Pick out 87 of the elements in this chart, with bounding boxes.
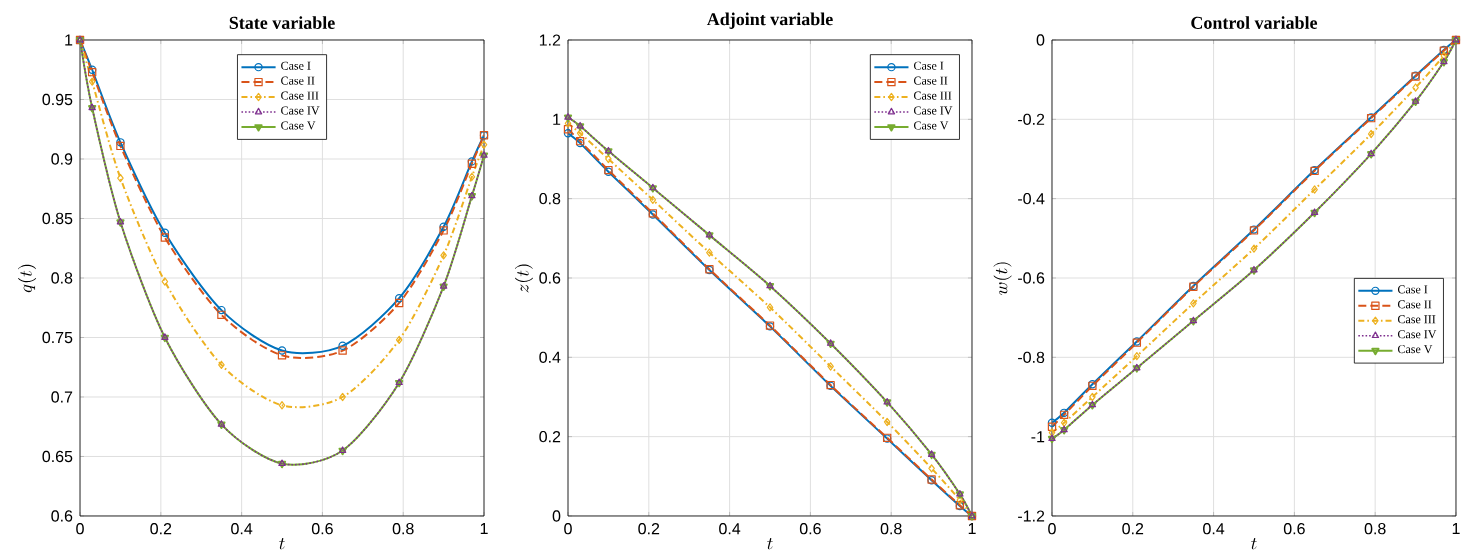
point	[394, 294, 404, 303]
point	[576, 129, 584, 138]
point	[649, 195, 657, 205]
x-tick-label: 0.6	[1283, 523, 1305, 535]
y-tick-label: 0.7	[51, 391, 73, 403]
point	[1133, 351, 1141, 361]
x-tick-label: 0	[564, 523, 572, 535]
point	[883, 417, 891, 427]
point	[605, 154, 612, 164]
y-tick-label: -0.4	[1018, 192, 1045, 205]
y-tick-label: 0.2	[539, 430, 561, 443]
x-tick-label: 1	[480, 523, 488, 535]
point	[394, 298, 404, 308]
point	[1311, 185, 1318, 194]
point	[1089, 392, 1096, 402]
x-axis-title: $t$	[767, 537, 773, 550]
y-tick-label: 1.2	[539, 34, 561, 46]
x-tick-label: 0.6	[799, 523, 821, 535]
point	[339, 392, 346, 402]
point	[1412, 83, 1419, 92]
y-tick-label: -1.2	[1018, 510, 1045, 522]
y-axis-title: $q(t)$	[18, 264, 37, 293]
y-tick-label: -1	[1031, 431, 1045, 443]
x-tick-label: 0	[76, 523, 84, 535]
point	[1367, 129, 1375, 139]
chart-title: Control variable	[1191, 16, 1318, 29]
x-tick-label: 1	[968, 523, 976, 535]
x-tick-label: 0.8	[1364, 523, 1386, 535]
point	[160, 233, 170, 242]
y-axis-title: $w(t)$	[993, 262, 1012, 295]
x-tick-label: 1	[1452, 523, 1460, 535]
point	[480, 140, 488, 149]
point	[766, 303, 774, 312]
point	[117, 173, 124, 183]
x-tick-label: 0	[1048, 523, 1056, 535]
point	[1190, 299, 1197, 308]
point	[338, 346, 347, 355]
x-axis-title: $t$	[279, 537, 285, 550]
point	[928, 464, 935, 473]
x-tick-label: 0.4	[1203, 523, 1225, 535]
x-axis-title: $t$	[1251, 537, 1257, 550]
point	[277, 351, 287, 360]
point	[278, 401, 286, 410]
y-tick-label: 0	[1036, 34, 1045, 46]
y-tick-label: 0.95	[42, 93, 73, 106]
point	[160, 228, 170, 237]
y-tick-label: 0.85	[42, 212, 73, 225]
point	[338, 341, 347, 351]
point	[217, 305, 226, 315]
x-tick-label: 0.4	[719, 523, 741, 535]
y-tick-label: 0.8	[51, 272, 73, 284]
point	[440, 251, 447, 260]
y-tick-label: -0.6	[1018, 272, 1045, 284]
y-tick-label: 0.6	[539, 272, 561, 284]
y-tick-label: 0.6	[51, 510, 73, 522]
point	[827, 362, 834, 371]
point	[161, 277, 169, 286]
point	[277, 346, 287, 355]
point	[1060, 418, 1068, 427]
point	[395, 335, 403, 345]
point	[1048, 428, 1056, 437]
y-tick-label: 0.65	[42, 450, 73, 463]
y-tick-label: 0.9	[51, 153, 73, 165]
y-tick-label: -0.2	[1018, 113, 1045, 125]
x-tick-label: 0.4	[231, 523, 253, 535]
y-tick-label: 0.8	[539, 192, 561, 205]
y-tick-label: 1	[553, 113, 561, 125]
x-tick-label: 0.6	[311, 523, 333, 535]
y-tick-label: 0.75	[42, 331, 73, 344]
y-tick-label: 1	[65, 34, 73, 46]
x-tick-label: 0.8	[392, 523, 414, 535]
chart-title: Adjoint variable	[706, 12, 833, 29]
chart-title: State variable	[229, 16, 335, 29]
point	[468, 172, 476, 182]
y-tick-label: -0.8	[1018, 351, 1045, 363]
point	[706, 248, 713, 257]
point	[88, 77, 96, 86]
x-tick-label: 0.2	[150, 523, 172, 535]
x-tick-label: 0.2	[1122, 523, 1144, 535]
y-tick-label: 0	[552, 510, 561, 522]
point	[1250, 244, 1258, 253]
x-tick-label: 0.8	[880, 523, 902, 535]
point	[217, 310, 226, 320]
y-tick-label: 0.4	[539, 351, 561, 363]
y-axis-title: $z(t)$	[514, 264, 533, 293]
point	[218, 360, 225, 370]
x-tick-label: 0.2	[638, 523, 660, 535]
